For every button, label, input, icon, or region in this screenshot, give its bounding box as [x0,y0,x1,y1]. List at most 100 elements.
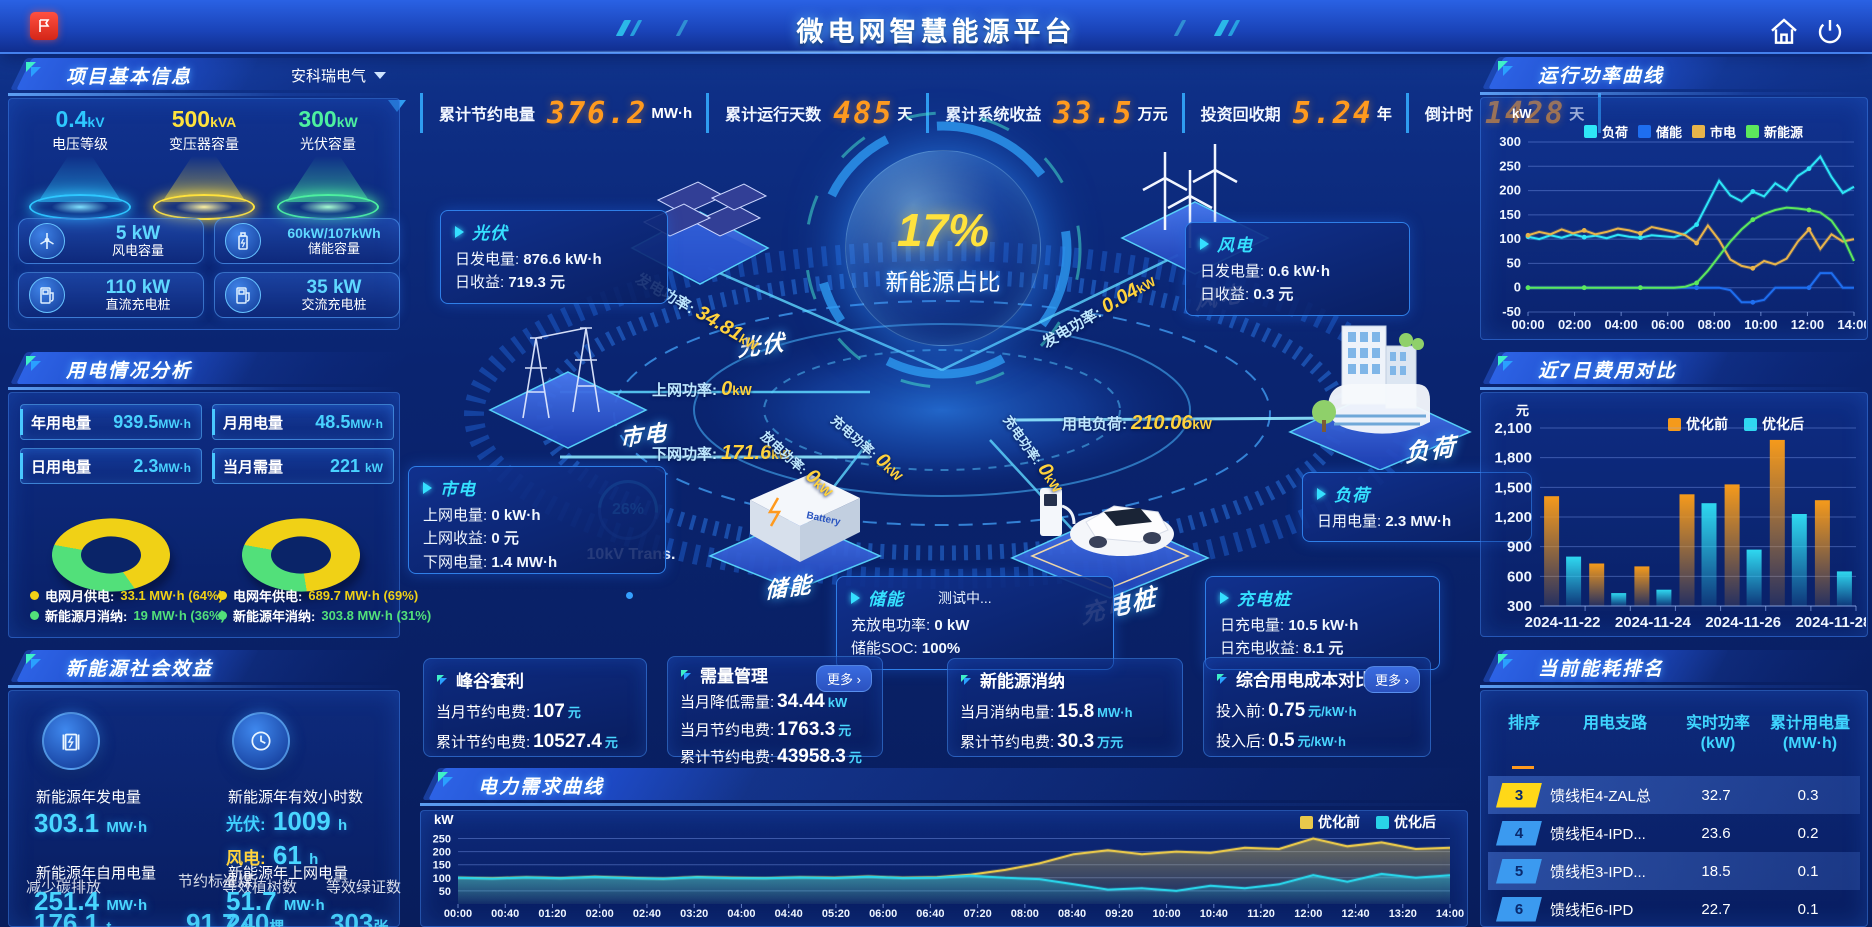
title-decor [1227,20,1241,36]
rank-badge: 6 [1496,896,1542,922]
cost-y-unit: 元 [1516,403,1530,418]
svg-text:02:00: 02:00 [1558,317,1591,332]
svg-text:12:00: 12:00 [1294,908,1322,920]
load-device[interactable] [1280,300,1480,470]
voltage-level: 0.4kV 电压等级 [20,106,140,220]
legend-item: 优化前 [1300,812,1360,832]
svg-text:00:00: 00:00 [1511,317,1544,332]
run-y-unit: kW [1512,106,1532,121]
arrow-icon [1317,487,1326,500]
cost-legend: 优化前 优化后 [1668,414,1804,434]
svg-text:2,100: 2,100 [1494,420,1532,437]
svg-text:05:20: 05:20 [822,908,850,920]
svg-text:200: 200 [1499,183,1521,198]
panel-title: 用电情况分析 [66,361,193,382]
corner-icon [681,669,691,680]
benefit-trees-label: 等效植树数 [222,879,298,896]
grid-device[interactable] [478,300,658,450]
svg-text:02:00: 02:00 [586,908,614,920]
gauge-value: 17% [896,204,990,256]
flow-grid-up: 上网功率: 0kW [652,378,752,400]
svg-text:100: 100 [1499,231,1521,246]
demand-more-button[interactable]: 更多 › [816,665,872,692]
flow-load-power: 用电负荷: 210.06kW [1062,412,1212,434]
svg-text:250: 250 [433,833,451,845]
panel-title: 运行功率曲线 [1538,66,1665,87]
pv-info-box: 光伏 日发电量: 876.6 kW·h 日收益: 719.3 元 [440,210,668,304]
collapse-arrow[interactable] [388,100,406,112]
renewable-share-gauge: 17% 新能源占比 [845,150,1041,346]
title-decor [1213,20,1230,36]
demand-mgmt-box: 需量管理 更多 › 当月降低需量: 34.44 kW 当月节约电费: 1763.3 元 … [667,656,883,767]
storage-device[interactable]: Battery [700,440,890,590]
charger-info-box: 充电桩 日充电量: 10.5 kW·h 日充电收益: 8.1 元 [1205,576,1440,670]
legend-item: 负荷 [1584,122,1628,141]
demand-y-unit: kW [434,812,454,827]
kpi-income: 累计系统收益 33.5 万元 [926,93,1181,133]
company-name: 安科瑞电气 [290,68,366,85]
panel-corner-icon [1496,59,1518,86]
svg-text:2024-11-26: 2024-11-26 [1705,614,1781,631]
svg-text:04:00: 04:00 [1605,317,1638,332]
app-header: 微电网智慧能源平台 [0,0,1872,54]
cost-more-button[interactable]: 更多 › [1364,666,1420,693]
title-decor [675,20,689,36]
corner-icon [1217,673,1227,684]
svg-text:150: 150 [1499,207,1521,222]
storage-label: 储能 [765,571,813,604]
ranking-row: 5 馈线柜3-IPD... 18.5 0.1 [1488,852,1860,890]
storage-capacity-card: 60kW/107kWh 储能容量 [214,218,400,264]
svg-text:1,200: 1,200 [1494,509,1532,526]
corner-icon [961,674,971,685]
chevron-down-icon [374,72,386,79]
svg-text:00:40: 00:40 [491,908,519,920]
ranking-row: 4 馈线柜4-IPD... 23.6 0.2 [1488,814,1860,852]
svg-text:10:00: 10:00 [1153,908,1181,920]
arrow-icon [455,225,464,238]
rank-badge: 3 [1496,782,1542,808]
svg-text:08:00: 08:00 [1698,317,1731,332]
benefit-co2-label: 减少碳排放 [26,879,102,896]
arrow-icon [1220,591,1229,604]
arrow-icon [423,481,432,494]
panel-title: 项目基本信息 [66,67,193,88]
svg-text:09:20: 09:20 [1105,908,1133,920]
svg-text:12:40: 12:40 [1341,908,1369,920]
title-decor [629,20,643,36]
ranking-header: 排序 用电支路 实时功率 (kW) 累计用电量 (MW·h) [1507,715,1850,752]
panel-corner-icon [1496,354,1518,381]
legend-item: 新能源 [1746,122,1803,141]
title-decor [1173,20,1187,36]
panel-corner-icon [436,770,458,797]
benefit-feedin-label: 新能源年上网电量 [228,865,349,882]
arrow-icon [1200,237,1209,250]
svg-text:01:20: 01:20 [538,908,566,920]
svg-text:10:00: 10:00 [1744,317,1777,332]
home-button[interactable] [1768,16,1800,48]
title-decor [615,20,632,36]
demand-chart: 50 100 150 200 250 00:00 00:40 01:20 02:00 02:40 0… [424,822,1464,927]
legend-renewable-year: 新能源年消纳: 303.8 MW·h (31%) [218,606,431,625]
panel-title: 近7日费用对比 [1538,361,1677,382]
svg-text:04:40: 04:40 [775,908,803,920]
svg-text:08:40: 08:40 [1058,908,1086,920]
svg-text:150: 150 [433,860,451,872]
ranking-row: 6 馈线柜6-IPD 22.7 0.1 [1488,890,1860,927]
svg-text:2024-11-28: 2024-11-28 [1795,614,1866,631]
arrow-icon [851,591,860,604]
legend-item: 优化后 [1744,414,1804,434]
svg-text:50: 50 [439,886,451,898]
demand-legend: 优化前 优化后 [1300,812,1436,832]
wind-info-box: 风电 日发电量: 0.6 kW·h 日收益: 0.3 元 [1185,222,1410,316]
company-dropdown[interactable]: 安科瑞电气 [291,65,386,86]
svg-text:250: 250 [1499,158,1521,173]
svg-text:12:00: 12:00 [1791,317,1824,332]
svg-text:300: 300 [1499,134,1521,149]
peak-valley-box: 峰谷套利 当月节约电费: 107 元 累计节约电费: 10527.4 元 [423,658,647,757]
grid-info-box: 市电 上网电量: 0 kW·h 上网收益: 0 元 下网电量: 1.4 MW·h [408,466,666,574]
wind-turbine-icon [29,223,65,259]
svg-text:00:00: 00:00 [444,908,472,920]
month-usage: 月用电量 48.5MW·h [212,404,394,440]
run-legend: 负荷 储能 市电 新能源 [1584,122,1803,141]
power-button[interactable] [1814,16,1846,48]
